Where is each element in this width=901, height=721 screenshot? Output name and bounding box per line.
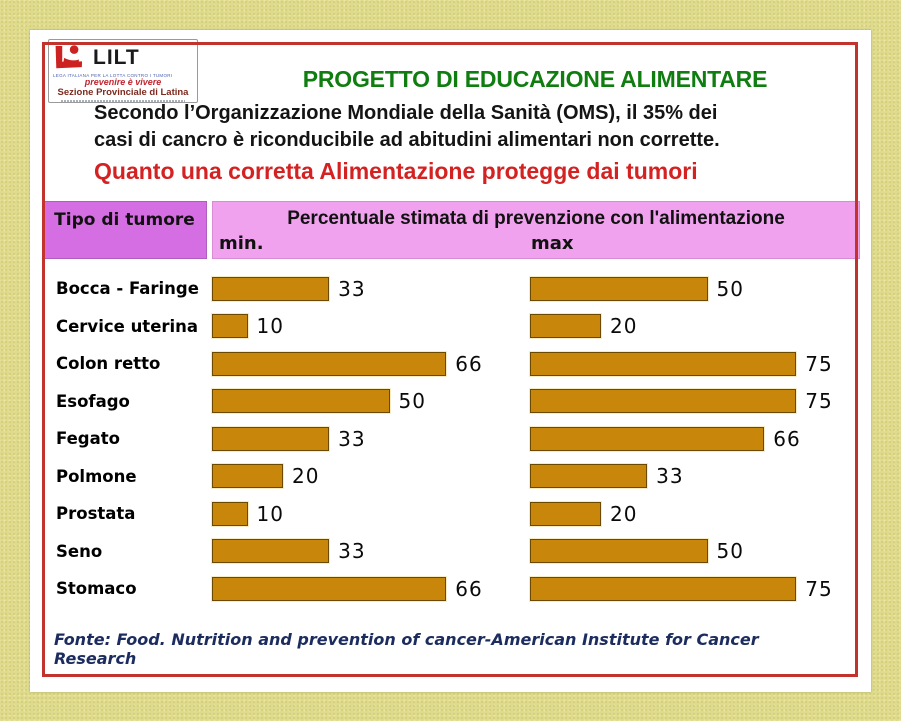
min-bar-cell: 20 [212,458,530,496]
lilt-logo-top: LILT [53,42,193,72]
lilt-section-line: Sezione Provinciale di Latina [57,86,189,98]
min-bar-cell: 50 [212,383,530,421]
max-value-label: 20 [610,314,638,339]
min-value-label: 33 [338,426,366,451]
max-bar-cell: 75 [530,383,860,421]
max-bar-cell: 75 [530,345,860,383]
min-bar [212,464,283,489]
tumor-type-label: Prostata [56,504,136,524]
max-bar-cell: 50 [530,270,860,308]
min-bar [212,501,248,526]
intro-line-1: Secondo l’Organizzazione Mondiale della … [94,102,718,124]
max-bar [530,501,601,526]
max-value-label: 75 [805,389,833,414]
max-bar [530,539,708,564]
tumor-type-label: Bocca - Faringe [56,279,199,299]
min-value-label: 10 [256,314,284,339]
tumor-type-label: Seno [56,541,103,561]
min-bar-cell: 33 [212,270,530,308]
chart-row: Polmone 20 33 [42,458,860,496]
tumor-type-label: Colon retto [56,354,161,374]
max-value-label: 75 [805,576,833,601]
min-value-label: 33 [338,276,366,301]
max-bar-cell: 20 [530,308,860,346]
tumor-type-label: Stomaco [56,579,137,599]
tumor-type-label: Fegato [56,429,120,449]
max-bar-cell: 33 [530,458,860,496]
min-value-label: 66 [455,576,483,601]
min-bar-cell: 66 [212,570,530,608]
min-bar-cell: 10 [212,308,530,346]
min-bar [212,351,447,376]
min-bar-cell: 10 [212,495,530,533]
max-value-label: 75 [805,351,833,376]
min-value-label: 10 [256,501,284,526]
min-value-label: 20 [292,464,320,489]
max-bar [530,576,797,601]
lilt-logo-text: LILT [93,45,140,69]
lilt-org-line: LEGA ITALIANA PER LA LOTTA CONTRO I TUMO… [53,73,173,78]
min-value-label: 50 [398,389,426,414]
min-bar-cell: 33 [212,533,530,571]
intro-paragraph: Secondo l’Organizzazione Mondiale della … [94,100,816,154]
lilt-logo-icon [55,45,83,69]
lilt-logo: LILT LEGA ITALIANA PER LA LOTTA CONTRO I… [48,39,198,103]
column-header-prevention: Percentuale stimata di prevenzione con l… [212,201,860,259]
chart-row: Fegato 33 66 [42,420,860,458]
max-bar [530,426,765,451]
chart-row: Stomaco 66 75 [42,570,860,608]
source-citation: Fonte: Food. Nutrition and prevention of… [54,630,759,668]
max-value-label: 20 [610,501,638,526]
min-bar [212,576,447,601]
min-bar [212,539,330,564]
page-title: PROGETTO DI EDUCAZIONE ALIMENTARE [302,66,768,92]
min-bar [212,389,390,414]
slide: LILT LEGA ITALIANA PER LA LOTTA CONTRO I… [30,30,871,692]
max-bar-cell: 50 [530,533,860,571]
logo-fineprint-strip [61,99,185,102]
tumor-type-label: Esofago [56,391,130,411]
max-column-label: max [531,233,574,254]
max-bar [530,314,601,339]
prevention-header-label: Percentuale stimata di prevenzione con l… [287,208,785,229]
tumor-type-label: Cervice uterina [56,316,199,336]
min-bar [212,314,248,339]
chart-row: Bocca - Faringe 33 50 [42,270,860,308]
max-value-label: 66 [773,426,801,451]
chart-row: Esofago 50 75 [42,383,860,421]
chart-row: Cervice uterina 10 20 [42,308,860,346]
minmax-row: min. max [213,230,859,256]
max-value-label: 50 [716,539,744,564]
lilt-tagline: prevenire è vivere [84,77,162,87]
max-bar [530,389,797,414]
max-bar [530,464,648,489]
chart-row: Seno 33 50 [42,533,860,571]
tumor-type-label: Polmone [56,466,137,486]
min-value-label: 33 [338,539,366,564]
min-column-label: min. [219,233,264,254]
min-value-label: 66 [455,351,483,376]
chart-rows: Bocca - Faringe 33 50 Cervice uterina 10… [42,270,860,608]
chart-question-title: Quanto una corretta Alimentazione proteg… [94,158,698,184]
max-bar-cell: 20 [530,495,860,533]
max-bar [530,351,797,376]
max-bar [530,276,708,301]
max-bar-cell: 75 [530,570,860,608]
min-bar [212,426,330,451]
max-value-label: 50 [716,276,744,301]
intro-line-2: casi di cancro è riconducibile ad abitud… [94,129,720,151]
max-bar-cell: 66 [530,420,860,458]
min-bar-cell: 66 [212,345,530,383]
chart-row: Prostata 10 20 [42,495,860,533]
chart-row: Colon retto 66 75 [42,345,860,383]
min-bar [212,276,330,301]
max-value-label: 33 [656,464,684,489]
min-bar-cell: 33 [212,420,530,458]
column-header-tumor-type: Tipo di tumore [42,201,207,259]
